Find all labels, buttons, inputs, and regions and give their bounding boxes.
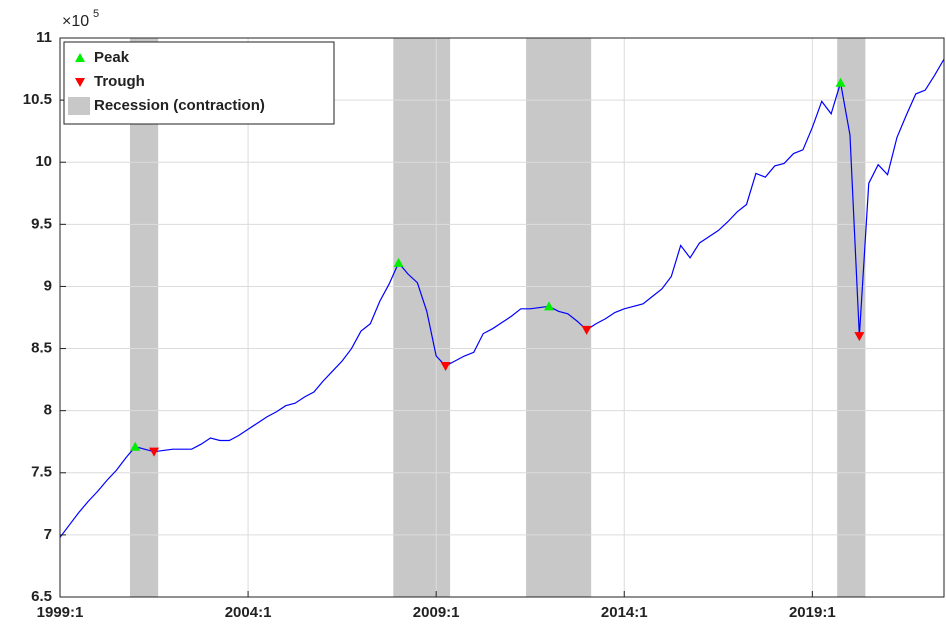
recession-band (129, 38, 159, 597)
turning-point-marker (854, 332, 865, 342)
data-line (59, 58, 945, 538)
x-tick-label: 2004:1 (225, 604, 272, 621)
legend-swatch (68, 97, 90, 115)
legend-box (63, 41, 335, 125)
recession-band (837, 38, 866, 597)
y-tick-label: 7.5 (31, 464, 52, 481)
y-tick-label: 9 (44, 277, 52, 294)
legend-label: Peak (94, 49, 130, 66)
turning-point-marker (149, 447, 160, 457)
turning-point-marker (130, 441, 141, 451)
y-tick-label: 10 (35, 153, 52, 170)
y-tick-label: 8 (44, 402, 52, 419)
legend-label: Recession (contraction) (94, 97, 265, 114)
turning-point-marker (835, 77, 846, 87)
y-tick-label: 11 (36, 29, 52, 46)
recession-band (393, 38, 451, 597)
ticks: 6.5 7 7.5 8 8.5 9 9.5 10 10.5 11 1999:1 2004:1 2009:… (23, 29, 836, 621)
x-tick-label: 2019:1 (789, 604, 836, 621)
x-tick-label: 2014:1 (601, 604, 648, 621)
legend-label: Trough (94, 73, 145, 90)
y-tick-label: 9.5 (31, 215, 52, 232)
legend-swatch (75, 78, 85, 87)
y-tick-label: 7 (44, 526, 52, 543)
turning-point-marker (544, 301, 555, 311)
y-tick-label: 6.5 (31, 588, 52, 605)
turning-point-marker (393, 257, 404, 267)
recession-band (526, 38, 592, 597)
axes-box (59, 37, 945, 598)
y-tick-label: 10.5 (23, 91, 52, 108)
turning-point-marker (440, 361, 451, 371)
legend: Peak Trough Recession (contraction) (63, 41, 335, 125)
legend-swatch (75, 53, 85, 62)
turning-point-marker (581, 325, 592, 335)
y-multiplier: ×10 (62, 13, 89, 30)
x-tick-label: 2009:1 (413, 604, 460, 621)
y-tick-label: 8.5 (31, 340, 52, 357)
y-multiplier-exponent: 5 (93, 8, 99, 20)
recession-bands (129, 38, 866, 597)
plot (59, 58, 945, 538)
x-tick-label: 1999:1 (37, 604, 84, 621)
